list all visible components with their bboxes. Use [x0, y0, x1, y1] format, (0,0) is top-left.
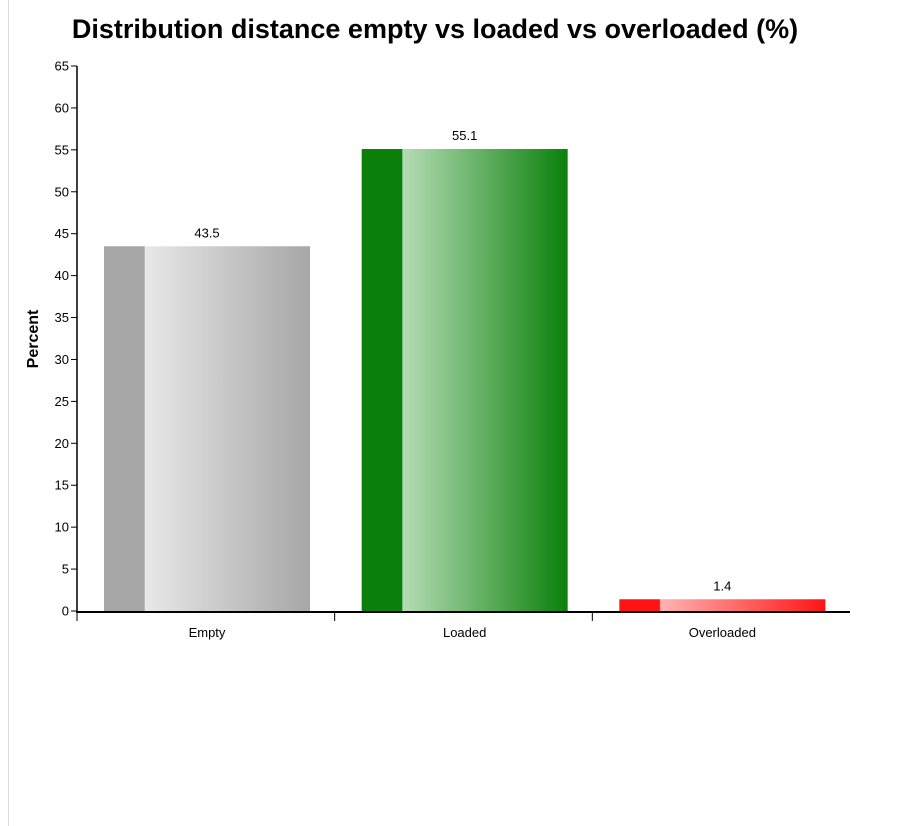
- y-tick-label: 30: [55, 352, 69, 367]
- x-axis: Empty Loaded Overloaded: [76, 611, 850, 640]
- y-tick-label: 20: [55, 436, 69, 451]
- y-axis: 0 5 10 15 20 25 30 35 40 45 50 55 60 65: [55, 59, 78, 619]
- y-tick-label: 35: [55, 310, 69, 325]
- y-tick-label: 55: [55, 142, 69, 157]
- y-tick-label: 65: [55, 59, 69, 74]
- y-tick-label: 60: [55, 100, 69, 115]
- y-tick-label: 45: [55, 226, 69, 241]
- x-tick-label: Empty: [189, 625, 226, 640]
- chart-title: Distribution distance empty vs loaded vs…: [71, 14, 799, 44]
- bars: 43.5 55.1 1.4: [104, 128, 826, 611]
- y-tick-label: 50: [55, 184, 69, 199]
- x-tick-label: Overloaded: [689, 625, 756, 640]
- bar-overloaded: [619, 599, 826, 611]
- bar-loaded: [361, 149, 568, 611]
- y-tick-label: 0: [62, 604, 69, 619]
- bar-value-label: 1.4: [713, 578, 731, 593]
- panel-border: [8, 0, 9, 826]
- y-axis-label: Percent: [25, 309, 42, 368]
- y-tick-label: 25: [55, 394, 69, 409]
- bar-value-label: 43.5: [194, 225, 219, 240]
- bar-value-label: 55.1: [452, 128, 477, 143]
- y-tick-label: 40: [55, 268, 69, 283]
- y-tick-label: 10: [55, 520, 69, 535]
- x-tick-label: Loaded: [443, 625, 486, 640]
- y-tick-label: 15: [55, 478, 69, 493]
- y-tick-label: 5: [62, 562, 69, 577]
- bar-empty: [104, 246, 310, 611]
